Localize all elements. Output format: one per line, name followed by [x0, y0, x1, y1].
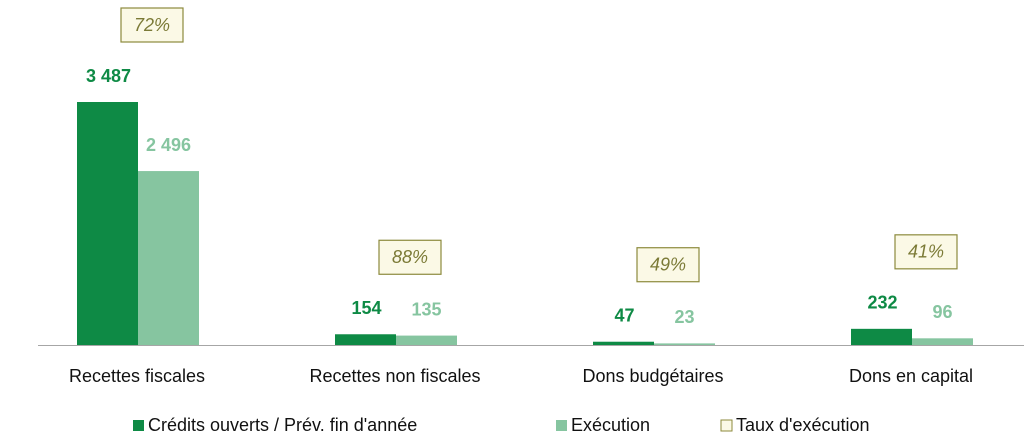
legend-swatch — [133, 420, 144, 431]
rate-label: 41% — [908, 242, 944, 262]
legend-swatch — [720, 419, 733, 432]
legend-label: Exécution — [571, 415, 650, 435]
value-label: 232 — [867, 293, 897, 313]
rate-box — [378, 239, 442, 275]
bar — [396, 335, 457, 345]
legend-label: Taux d'exécution — [736, 415, 870, 435]
rate-box — [894, 234, 958, 270]
value-label: 96 — [932, 302, 952, 322]
value-label: 47 — [614, 305, 634, 325]
rate-label: 72% — [134, 15, 170, 35]
rate-box — [120, 7, 184, 43]
bar — [77, 102, 138, 345]
bar — [335, 334, 396, 345]
bar — [593, 341, 654, 345]
bar — [138, 171, 199, 345]
rate-label: 88% — [392, 247, 428, 267]
bar — [654, 343, 715, 345]
legend-swatch — [556, 420, 567, 431]
rate-box — [636, 247, 700, 283]
rate-label: 49% — [650, 254, 686, 274]
x-tick-label: Recettes non fiscales — [309, 366, 480, 386]
value-label: 23 — [674, 307, 694, 327]
value-label: 135 — [411, 299, 441, 319]
bar — [912, 338, 973, 345]
legend-label: Crédits ouverts / Prév. fin d'année — [148, 415, 417, 435]
x-tick-label: Recettes fiscales — [69, 366, 205, 386]
value-label: 154 — [351, 298, 381, 318]
value-label: 2 496 — [146, 135, 191, 155]
bar — [851, 328, 912, 345]
x-tick-label: Dons budgétaires — [582, 366, 723, 386]
value-label: 3 487 — [86, 66, 131, 86]
x-tick-label: Dons en capital — [849, 366, 973, 386]
